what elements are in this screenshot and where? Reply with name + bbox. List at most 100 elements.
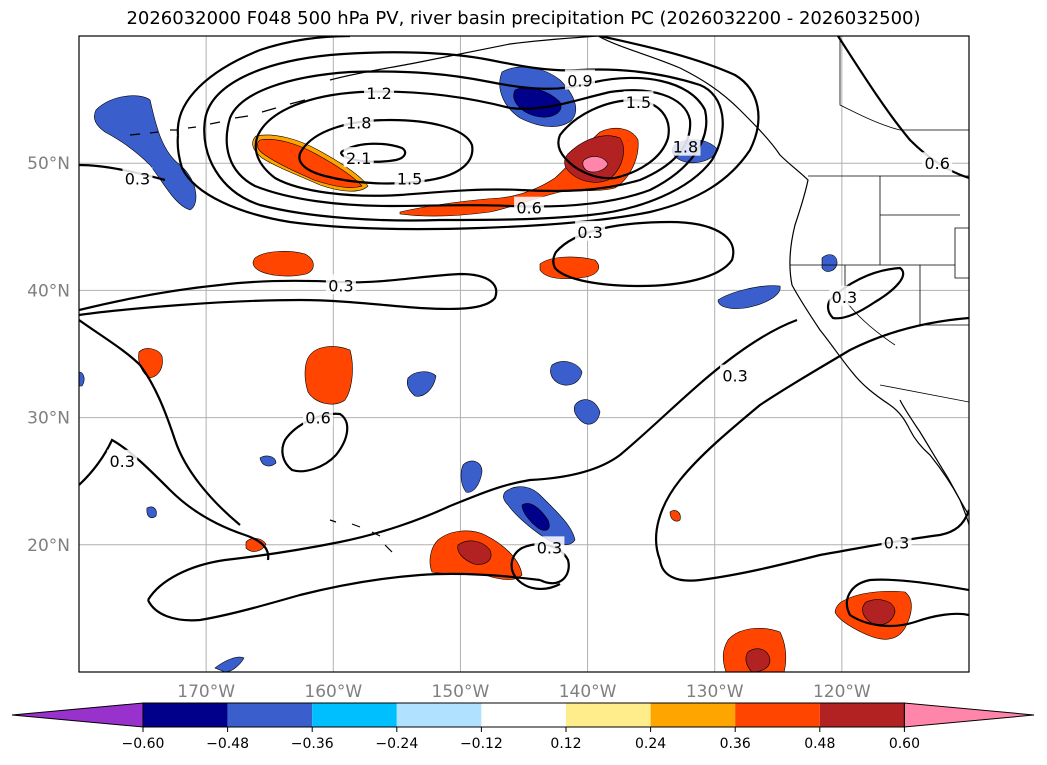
pv-contour-0.3-mid bbox=[552, 220, 735, 288]
pv-contour-0.3-coast bbox=[826, 266, 905, 320]
precip-negative-patch bbox=[79, 371, 85, 387]
contour-label: 0.3 bbox=[122, 167, 153, 188]
precip-negative-patch bbox=[550, 361, 583, 386]
colorbar-over-arrow bbox=[903, 702, 1035, 728]
lon-tick-label: 120°W bbox=[813, 682, 871, 702]
svg-text:1.5: 1.5 bbox=[626, 93, 651, 112]
lon-tick-label: 130°W bbox=[686, 682, 744, 702]
svg-text:1.2: 1.2 bbox=[366, 84, 391, 103]
precip-positive-patch bbox=[457, 540, 492, 565]
precip-positive-patch bbox=[862, 599, 896, 625]
contour-labels: 0.9 1.2 1.5 1.8 2.1 1.5 1.8 0.6 0.3 0.6 0.3 0.3 0.3 0… bbox=[107, 69, 953, 557]
precip-positive-patch bbox=[669, 510, 681, 522]
coastlines bbox=[129, 36, 969, 553]
contour-label: 0.3 bbox=[107, 449, 138, 471]
precip-shading bbox=[79, 66, 912, 672]
colorbar-tick-label: 0.60 bbox=[889, 736, 920, 752]
svg-text:1.5: 1.5 bbox=[397, 169, 422, 188]
colorbar-cell bbox=[227, 703, 313, 727]
precip-positive-patch bbox=[539, 256, 599, 280]
svg-text:0.3: 0.3 bbox=[722, 367, 747, 386]
svg-text:0.9: 0.9 bbox=[567, 72, 592, 91]
pv-contour-0.3-southeast bbox=[655, 316, 969, 628]
colorbar-cell bbox=[312, 703, 397, 727]
svg-text:0.3: 0.3 bbox=[125, 169, 150, 188]
lat-tick-label: 20°N bbox=[27, 536, 70, 556]
colorbar-cell bbox=[735, 703, 820, 727]
lon-tick-label: 160°W bbox=[304, 682, 362, 702]
precip-negative-patch bbox=[214, 656, 245, 672]
svg-text:2.1: 2.1 bbox=[346, 149, 371, 168]
colorbar-frame bbox=[142, 702, 905, 728]
contour-label: 2.1 bbox=[343, 147, 374, 168]
canada-internal-border bbox=[839, 36, 969, 131]
contour-label: 0.3 bbox=[575, 220, 606, 242]
colorbar-tick-label: −0.48 bbox=[206, 736, 249, 752]
precip-negative-patch bbox=[94, 95, 197, 211]
lat-tick-label: 50°N bbox=[27, 154, 70, 174]
contour-label: 0.3 bbox=[534, 536, 565, 557]
lon-tick-label: 140°W bbox=[559, 682, 617, 702]
svg-text:0.3: 0.3 bbox=[328, 276, 353, 295]
alaska-coastline bbox=[329, 36, 599, 81]
pv-contour-0.6-north bbox=[176, 36, 760, 231]
contour-label: 1.2 bbox=[364, 82, 395, 103]
precip-negative-patch bbox=[717, 285, 781, 309]
colorbar-cells bbox=[11, 702, 1035, 728]
colorbar-tick-label: −0.24 bbox=[375, 736, 418, 752]
colorbar-cell bbox=[396, 703, 482, 727]
colorbar-tick-label: 0.48 bbox=[804, 736, 835, 752]
precip-negative-patch bbox=[460, 460, 483, 493]
contour-label: 1.8 bbox=[343, 111, 374, 132]
pv-contour-0.9 bbox=[203, 51, 724, 222]
colorbar: −0.60 −0.48 −0.36 −0.24 −0.12 0.12 0.24 0.36 0.4… bbox=[11, 702, 1035, 752]
colorbar-cell bbox=[143, 703, 228, 727]
map-frame bbox=[78, 35, 970, 673]
precip-negative-patch bbox=[146, 506, 157, 519]
colorbar-cell bbox=[566, 703, 651, 727]
pv-contour-2.1 bbox=[340, 142, 407, 163]
colorbar-cell bbox=[819, 703, 905, 727]
precip-positive-patch bbox=[582, 156, 609, 173]
colorbar-tick-label: 0.12 bbox=[550, 736, 581, 752]
colorbar-tick-label: −0.36 bbox=[291, 736, 334, 752]
svg-text:1.8: 1.8 bbox=[346, 113, 371, 132]
precip-positive-patch bbox=[304, 346, 353, 405]
svg-text:0.3: 0.3 bbox=[832, 288, 857, 307]
precip-negative-patch bbox=[406, 371, 437, 397]
colorbar-ticks: −0.60 −0.48 −0.36 −0.24 −0.12 0.12 0.24 0.36 0.4… bbox=[122, 727, 920, 752]
contour-label: 0.3 bbox=[720, 364, 751, 386]
figure-title: 2026032000 F048 500 hPa PV, river basin … bbox=[126, 8, 921, 29]
map-background bbox=[79, 36, 969, 672]
colorbar-cell bbox=[650, 703, 736, 727]
precip-negative-patch bbox=[573, 399, 601, 425]
contour-label: 0.6 bbox=[514, 196, 545, 218]
axis-tick-labels: 170°W 160°W 150°W 140°W 130°W 120°W 50°N 40°N 30… bbox=[27, 154, 871, 702]
lon-tick-label: 170°W bbox=[177, 682, 235, 702]
pv-contour-0.3-north bbox=[79, 163, 498, 317]
contour-label: 1.5 bbox=[623, 91, 654, 112]
contour-label: 0.3 bbox=[829, 285, 860, 307]
lat-tick-label: 30°N bbox=[27, 409, 70, 429]
svg-text:0.3: 0.3 bbox=[537, 538, 562, 557]
precip-positive-patch bbox=[256, 139, 363, 188]
colorbar-cell bbox=[481, 703, 566, 727]
svg-text:0.6: 0.6 bbox=[924, 154, 949, 173]
aleutian-islands bbox=[129, 99, 306, 136]
contour-label: 0.6 bbox=[922, 152, 953, 173]
contour-label: 1.8 bbox=[670, 135, 701, 157]
us-mexico-border bbox=[879, 384, 969, 403]
hawaii-islands bbox=[329, 519, 393, 553]
precip-negative-patch bbox=[521, 503, 550, 531]
contour-label: 0.6 bbox=[303, 406, 334, 428]
north-america-coastline bbox=[597, 36, 969, 526]
svg-text:0.3: 0.3 bbox=[110, 452, 135, 471]
contour-label: 0.3 bbox=[881, 531, 912, 552]
baja-coastline bbox=[899, 399, 969, 516]
pv-contour-1.8-east bbox=[557, 98, 670, 180]
precip-negative-patch bbox=[821, 254, 838, 272]
lon-tick-label: 150°W bbox=[432, 682, 490, 702]
svg-text:0.3: 0.3 bbox=[577, 223, 602, 242]
svg-text:1.8: 1.8 bbox=[673, 138, 698, 157]
